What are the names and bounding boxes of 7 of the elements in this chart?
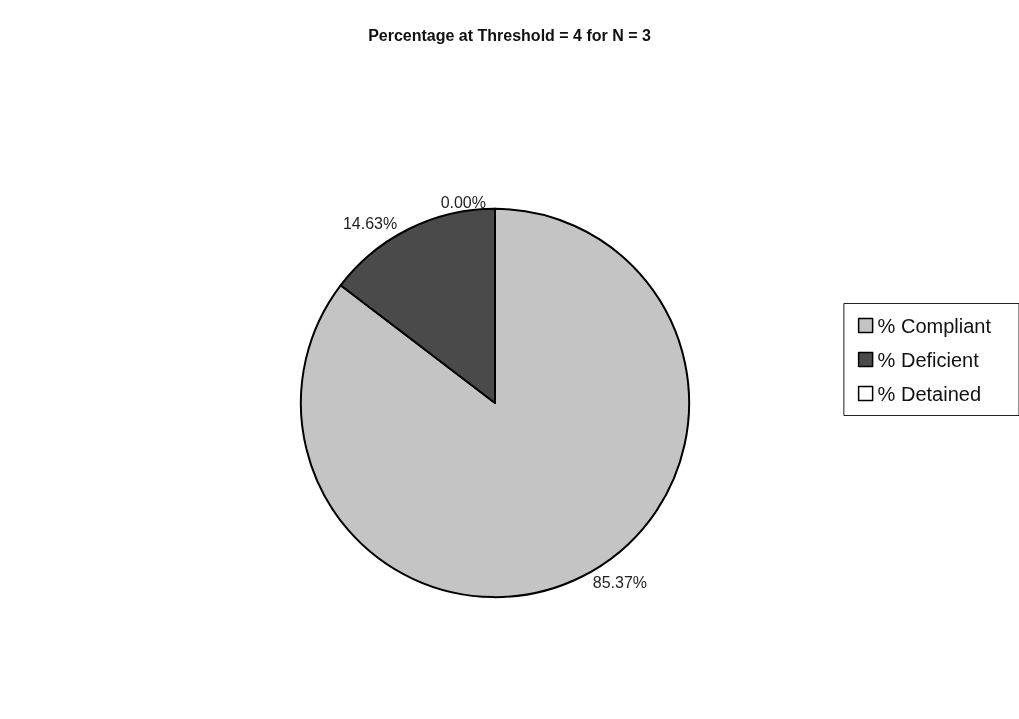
data-label: 85.37% xyxy=(592,573,648,591)
legend-label: % Detained xyxy=(877,382,982,405)
text: 0.00% xyxy=(440,194,486,212)
legend-label: % Deficient xyxy=(877,348,980,371)
chart-title: Percentage at Threshold = 4 for N = 3 xyxy=(368,26,651,44)
data-label: 14.63% xyxy=(342,215,398,233)
legend-label: % Compliant xyxy=(877,314,992,337)
